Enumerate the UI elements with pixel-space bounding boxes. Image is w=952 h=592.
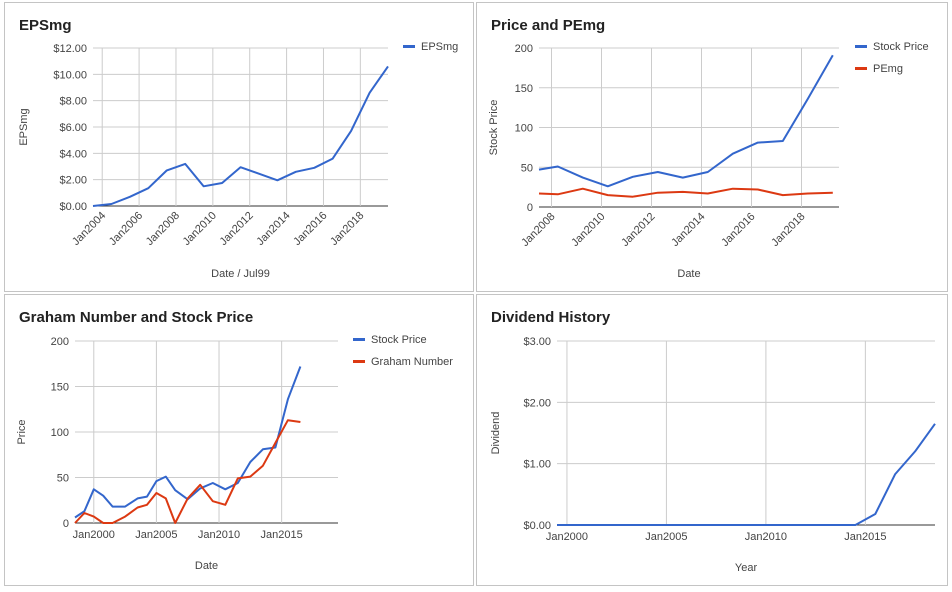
price-pe-chart-panel: Price and PEmg 0 50 100 150 200 Jan2008 Jan2010… [476, 2, 948, 292]
x-tick-label: Jan2008 [144, 210, 182, 248]
y-tick-label: $10.00 [53, 69, 87, 81]
legend-swatch [855, 45, 867, 48]
y-tick-label: 100 [51, 427, 69, 439]
y-tick-label: 200 [515, 43, 533, 55]
legend-swatch [855, 67, 867, 70]
dividend-chart-panel: Dividend History $0.00 $1.00 $2.00 $3.00 Jan2… [476, 294, 948, 586]
legend-label: Graham Number [371, 356, 453, 368]
x-tick-label: Jan2014 [669, 211, 707, 249]
series-line-0 [557, 423, 936, 526]
x-tick-label: Jan2012 [619, 211, 657, 249]
x-tick-label: Jan2010 [181, 210, 219, 248]
series-line-1 [538, 187, 833, 198]
x-tick-label: Jan2008 [519, 211, 557, 249]
y-tick-label: 0 [527, 202, 533, 214]
legend-label: EPSmg [421, 41, 458, 53]
legend-swatch [353, 338, 365, 341]
y-tick-label: $12.00 [53, 43, 87, 55]
x-tick-label: Jan2010 [569, 211, 607, 249]
y-tick-label: $2.00 [59, 175, 87, 187]
eps-chart-panel: EPSmg $0.00 $2.00 $4.00 $6.00 $8.00 $10.00 $12.… [4, 2, 474, 292]
chart-title: Price and PEmg [491, 17, 605, 34]
graham-chart: Graham Number and Stock Price 0 50 100 150 20… [16, 309, 453, 572]
chart-title: Graham Number and Stock Price [19, 309, 253, 326]
y-tick-label: $6.00 [59, 122, 87, 134]
x-tick-label: Jan2018 [769, 211, 807, 249]
x-tick-label: Jan2016 [291, 210, 329, 248]
y-tick-label: 50 [521, 162, 533, 174]
dividend-chart: Dividend History $0.00 $1.00 $2.00 $3.00 Jan2… [490, 309, 936, 574]
x-tick-label: Jan2015 [261, 529, 303, 541]
chart-title: EPSmg [19, 17, 72, 34]
x-tick-label: Jan2014 [254, 210, 292, 248]
x-axis-title: Year [735, 562, 758, 574]
x-axis-title: Date [195, 560, 218, 572]
x-tick-label: Jan2018 [328, 210, 366, 248]
x-tick-label: Jan2012 [218, 210, 256, 248]
x-tick-label: Jan2005 [645, 531, 687, 543]
y-tick-label: $2.00 [523, 397, 551, 409]
graham-chart-panel: Graham Number and Stock Price 0 50 100 150 20… [4, 294, 474, 586]
y-tick-label: 100 [515, 123, 533, 135]
y-tick-label: $4.00 [59, 148, 87, 160]
chart-title: Dividend History [491, 309, 611, 326]
y-tick-label: 200 [51, 336, 69, 348]
legend-swatch [353, 360, 365, 363]
series-line-0 [92, 65, 389, 207]
legend-swatch [403, 45, 415, 48]
x-axis-title: Date [677, 268, 700, 280]
x-tick-label: Jan2010 [745, 531, 787, 543]
y-axis-title: Stock Price [488, 100, 500, 156]
y-axis-title: Price [16, 419, 28, 444]
y-tick-label: $0.00 [523, 520, 551, 532]
y-tick-label: 150 [515, 83, 533, 95]
x-tick-label: Jan2015 [844, 531, 886, 543]
series-line-0 [74, 366, 302, 519]
y-tick-label: 0 [63, 518, 69, 530]
x-tick-label: Jan2016 [719, 211, 757, 249]
x-tick-label: Jan2005 [135, 529, 177, 541]
legend-label: Stock Price [371, 334, 427, 346]
legend-label: Stock Price [873, 41, 929, 53]
y-axis-title: EPSmg [18, 108, 30, 145]
y-tick-label: $3.00 [523, 336, 551, 348]
y-tick-label: $1.00 [523, 459, 551, 471]
x-tick-label: Jan2006 [107, 210, 145, 248]
y-tick-label: $8.00 [59, 96, 87, 108]
eps-chart: EPSmg $0.00 $2.00 $4.00 $6.00 $8.00 $10.00 $12.… [18, 17, 458, 280]
y-tick-label: $0.00 [59, 201, 87, 213]
price-pe-chart: Price and PEmg 0 50 100 150 200 Jan2008 Jan2010… [488, 17, 929, 280]
y-axis-title: Dividend [490, 412, 502, 455]
x-tick-label: Jan2010 [198, 529, 240, 541]
series-line-0 [538, 54, 834, 188]
y-tick-label: 150 [51, 382, 69, 394]
legend-label: PEmg [873, 63, 903, 75]
y-tick-label: 50 [57, 473, 69, 485]
x-axis-title: Date / Jul99 [211, 268, 270, 280]
x-tick-label: Jan2000 [546, 531, 588, 543]
x-tick-label: Jan2000 [73, 529, 115, 541]
series-line-1 [74, 419, 301, 524]
x-tick-label: Jan2004 [70, 210, 108, 248]
